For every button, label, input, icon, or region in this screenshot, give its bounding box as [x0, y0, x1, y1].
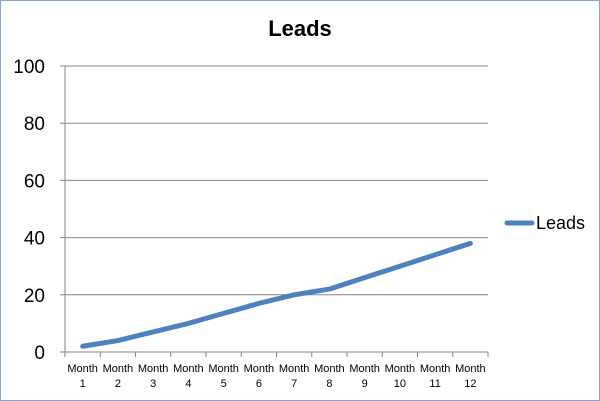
x-tick-label: Month 1 [67, 363, 98, 390]
x-tick-label: Month 10 [385, 363, 416, 390]
x-tick-label: Month 3 [138, 363, 169, 390]
y-tick-label: 80 [24, 114, 45, 135]
y-tick-label: 40 [24, 229, 45, 250]
x-tick-label: Month 6 [244, 363, 275, 390]
legend-label-leads: Leads [536, 213, 585, 233]
x-tick-label: Month 5 [208, 363, 239, 390]
x-tick-label: Month 2 [103, 363, 134, 390]
series-line-leads [80, 240, 473, 349]
y-tick-label: 60 [24, 171, 45, 192]
chart-title: Leads [268, 16, 332, 41]
grid [65, 65, 488, 296]
x-tick-label: Month 9 [349, 363, 380, 390]
y-axis-ticks: 0 20 40 60 80 100 [13, 57, 65, 364]
legend: Leads [504, 213, 585, 233]
x-tick-label: Month 7 [279, 363, 310, 390]
x-tick-label: Month 12 [455, 363, 486, 390]
x-tick-label: Month 8 [314, 363, 345, 390]
series-group [80, 240, 473, 349]
x-tick-label: Month 11 [420, 363, 451, 390]
x-tick-label: Month 4 [173, 363, 204, 390]
y-tick-label: 0 [34, 343, 45, 364]
y-tick-label: 20 [24, 286, 45, 307]
y-tick-label: 100 [13, 57, 45, 78]
